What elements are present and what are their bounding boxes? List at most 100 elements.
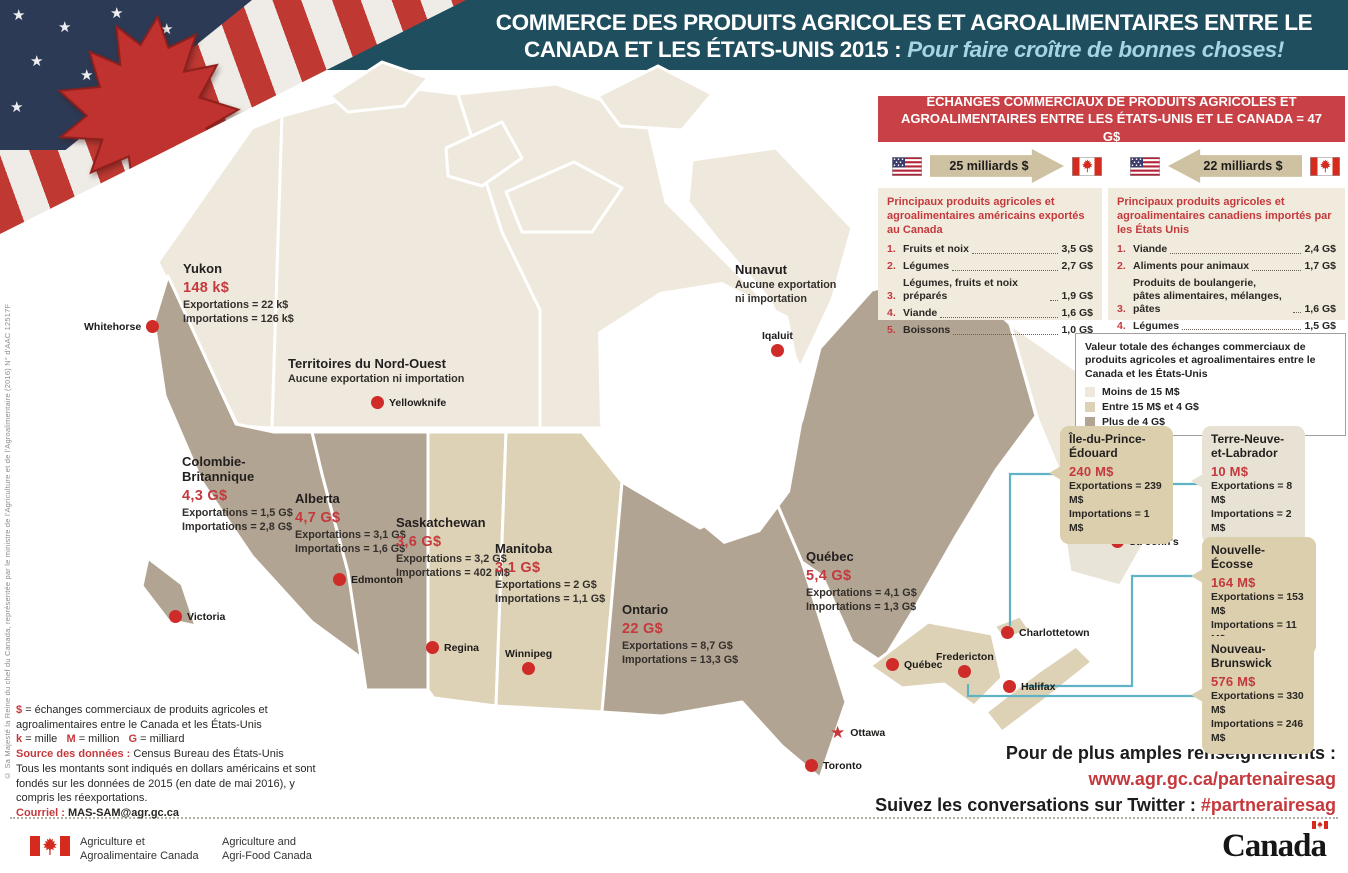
- export-arrow-right: 25 milliards $: [930, 149, 1064, 183]
- map-island: [596, 64, 714, 132]
- map-region-nova-scotia: [984, 644, 1094, 734]
- item-label: Légumes, fruits et noix préparés: [903, 277, 1018, 303]
- map-region-baffin-island: [686, 146, 854, 370]
- city-dot: [146, 320, 160, 333]
- us-exports-list-title: Principaux produits agricoles et agroali…: [887, 196, 1085, 236]
- dotted-leader: [971, 252, 1059, 254]
- item-label: Viande: [903, 307, 938, 320]
- twitter-hashtag-link[interactable]: #partnerairesag: [1200, 795, 1336, 816]
- city-dot: [169, 610, 182, 623]
- us-exports-list: Principaux produits agricoles et agroali…: [878, 188, 1102, 336]
- footer-divider: [10, 817, 1338, 819]
- map-legend: Valeur totale des échanges commerciaux d…: [1075, 333, 1346, 437]
- dotted-leader: [1252, 269, 1302, 271]
- province-label-alberta: Alberta 4,7 G$ Exportations = 3,1 G$ Imp…: [295, 491, 406, 556]
- canada-flag-icon: [1310, 156, 1340, 176]
- city-fredericton: Fredericton: [936, 651, 994, 678]
- legend-item: Moins de 15 M$: [1085, 386, 1336, 398]
- dotted-leader: [1050, 299, 1059, 301]
- dotted-leader: [952, 269, 1059, 271]
- canada-flag-icon: [1072, 156, 1102, 176]
- list-item: 5. Boissons 1,0 G$: [887, 324, 1093, 337]
- city-dot: [770, 344, 784, 357]
- item-value: 3,5 G$: [1061, 243, 1093, 256]
- footer-org-french: Agriculture et Agroalimentaire Canada: [80, 836, 199, 863]
- map-region-quebec: [770, 268, 1038, 664]
- capital-star-icon: [830, 726, 845, 739]
- footnotes: $ = échanges commerciaux de produits agr…: [16, 703, 316, 821]
- item-rank: 1.: [1117, 243, 1126, 256]
- city-halifax: Halifax: [1003, 680, 1055, 693]
- legend-item: Plus de 4 G$: [1085, 416, 1336, 428]
- connector-new-brunswick: [966, 684, 1200, 698]
- city-toronto: Toronto: [805, 759, 862, 772]
- item-label: Aliments pour animaux: [1133, 260, 1250, 273]
- dotted-leader: [1293, 312, 1302, 314]
- city-quebec: Québec: [886, 658, 943, 671]
- legend-swatch: [1085, 402, 1095, 413]
- legend-title: Valeur totale des échanges commerciaux d…: [1085, 341, 1316, 380]
- info-twitter: Suivez les conversations sur Twitter : #…: [875, 795, 1336, 816]
- list-item: 4. Viande 1,6 G$: [887, 307, 1093, 320]
- city-dot: [371, 396, 384, 409]
- map-region-vancouver-island: [140, 556, 198, 628]
- page-title-line2: CANADA ET LES ÉTATS-UNIS 2015 : Pour fai…: [468, 36, 1340, 63]
- item-label: Légumes: [1133, 319, 1180, 332]
- email-link[interactable]: MAS-SAM@agr.gc.ca: [67, 807, 179, 820]
- city-whitehorse: Whitehorse: [84, 320, 160, 333]
- province-label-ontario: Ontario 22 G$ Exportations = 8,7 G$ Impo…: [622, 602, 739, 667]
- footnote-amounts: Tous les montants sont indiqués en dolla…: [16, 762, 316, 805]
- flow-us-exports: 25 milliards $: [892, 148, 1102, 184]
- item-value: 1,7 G$: [1304, 260, 1336, 273]
- item-rank: 2.: [887, 260, 896, 273]
- city-dot: [805, 759, 818, 772]
- item-value: 1,6 G$: [1061, 307, 1093, 320]
- item-label: Produits de boulangerie, pâtes alimentai…: [1133, 277, 1282, 315]
- item-value: 2,4 G$: [1304, 243, 1336, 256]
- info-url-link[interactable]: www.agr.gc.ca/partenairesag: [1088, 769, 1336, 790]
- city-dot: [1003, 680, 1016, 693]
- city-dot: [522, 662, 536, 675]
- star-icon: ★: [10, 99, 24, 116]
- item-label: Fruits et noix: [903, 243, 969, 256]
- ca-exports-list: Principaux produits agricoles et agroali…: [1108, 188, 1345, 349]
- city-charlottetown: Charlottetown: [1001, 626, 1090, 639]
- province-label-saskatchewan: Saskatchewan 3,6 G$ Exportations = 3,2 G…: [396, 515, 510, 580]
- legend-swatch: [1085, 387, 1095, 398]
- star-icon: ★: [12, 7, 26, 24]
- item-value: 1,6 G$: [1304, 302, 1336, 315]
- star-icon: ★: [110, 5, 124, 22]
- item-value: 2,7 G$: [1061, 260, 1093, 273]
- map-island: [444, 120, 524, 188]
- map-great-lakes: [648, 706, 792, 772]
- item-rank: 2.: [1117, 260, 1126, 273]
- wordmark-flag-icon: [1311, 821, 1328, 829]
- footnote-email: Courriel : MAS-SAM@agr.gc.ca: [16, 807, 179, 820]
- province-label-yukon: Yukon 148 k$ Exportations = 22 k$ Import…: [183, 261, 294, 326]
- ca-exports-list-title: Principaux produits agricoles et agroali…: [1117, 196, 1332, 236]
- callout-nova-scotia: Nouvelle-Écosse 164 M$ Exportations = 15…: [1191, 537, 1316, 655]
- city-dot: [426, 641, 439, 654]
- city-dot: [886, 658, 899, 671]
- list-item: 2. Légumes 2,7 G$: [887, 260, 1093, 273]
- city-regina: Regina: [426, 641, 479, 654]
- dotted-leader: [953, 333, 1059, 335]
- us-flag-icon: [892, 156, 922, 176]
- dotted-leader: [1182, 329, 1302, 331]
- flow-amount: 25 milliards $: [949, 159, 1029, 173]
- city-iqaluit: Iqaluit: [762, 330, 793, 357]
- item-rank: 1.: [887, 243, 896, 256]
- province-label-nunavut: Nunavut Aucune exportation ni importatio…: [735, 262, 837, 305]
- dotted-leader: [940, 316, 1059, 318]
- city-edmonton: Edmonton: [333, 573, 403, 586]
- province-label-manitoba: Manitoba 3,1 G$ Exportations = 2 G$ Impo…: [495, 541, 606, 606]
- canada-wordmark: Canada: [1222, 821, 1328, 865]
- city-dot: [333, 573, 346, 586]
- map-hudson-bay: [598, 282, 806, 544]
- footer-org-english: Agriculture and Agri-Food Canada: [222, 836, 312, 863]
- item-rank: 4.: [887, 307, 896, 320]
- item-value: 1,5 G$: [1304, 319, 1336, 332]
- connector-nova-scotia: [1026, 574, 1200, 688]
- star-icon: ★: [58, 19, 72, 36]
- footnote-units: k = mille M = million G = milliard: [16, 733, 185, 746]
